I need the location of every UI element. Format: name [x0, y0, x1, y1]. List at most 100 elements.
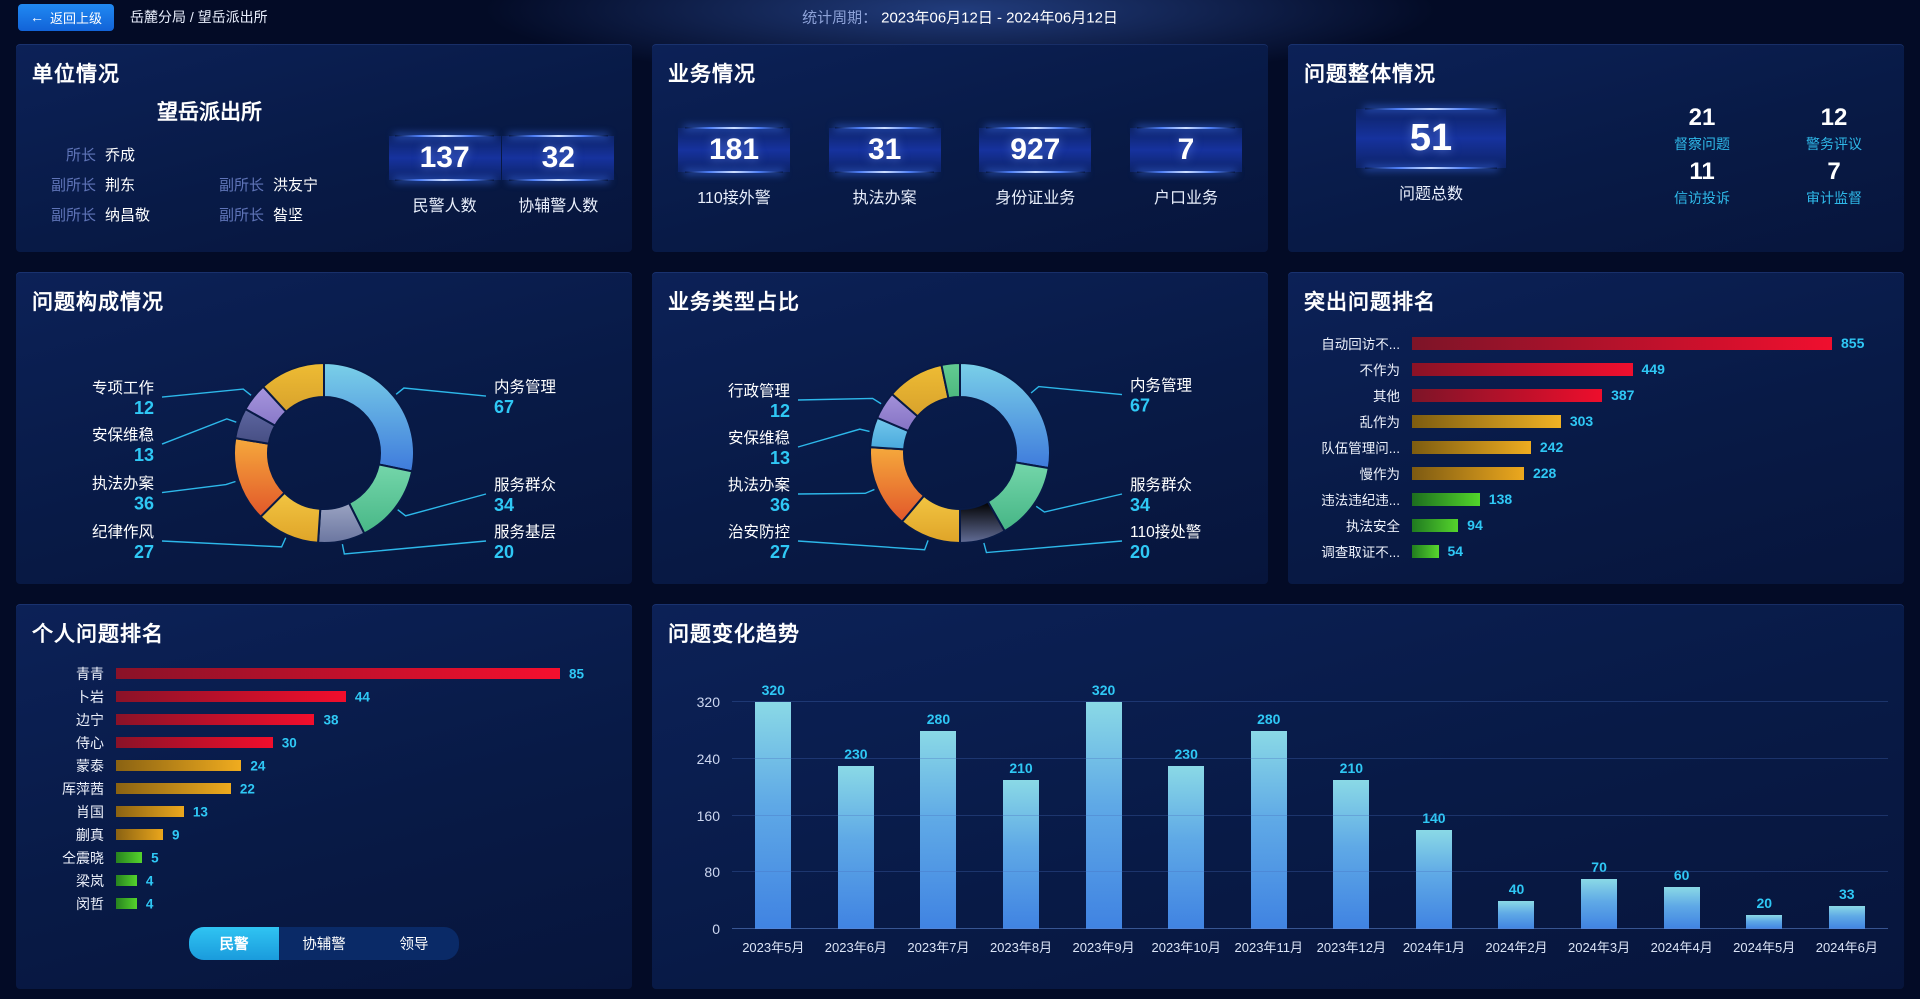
bar-category-label: 闵哲	[76, 895, 104, 912]
trend-column: 230	[815, 674, 898, 929]
pie-leader-line	[397, 493, 487, 517]
stat-law-cases: 31 执法办案	[828, 127, 941, 208]
pie-label-name: 安保维稳	[728, 429, 790, 447]
bar	[1412, 518, 1459, 532]
bar-row: 自动回访不... 855	[1304, 330, 1888, 356]
panel-problem-trend: 问题变化趋势 320 230 280 210 320 230 280 210 140 40 70 60…	[652, 604, 1904, 989]
pie-label-value: 12	[134, 398, 154, 418]
stat-value: 21	[1688, 104, 1716, 131]
gridline	[732, 701, 1888, 703]
bar-category-label: 边宁	[76, 711, 104, 728]
trend-x-axis: 2023年5月 2023年6月 2023年7月 2023年8月 2023年9月 2023年…	[732, 937, 1888, 956]
bar-value-label: 70	[1591, 859, 1607, 876]
leader-list: 所长 乔成 副所长 荆东 副所长 洪友宁 副所长 纳昌敬 副所长 昝坚	[32, 144, 387, 225]
leader-item: 副所长 纳昌敬	[38, 204, 206, 225]
x-axis-tick-label: 2024年3月	[1567, 940, 1631, 955]
pie-label-name: 安保维稳	[92, 426, 154, 444]
bar	[1581, 879, 1618, 929]
leader-role: 副所长	[218, 207, 264, 224]
bar	[116, 760, 242, 771]
pie-label-value: 36	[134, 494, 154, 514]
panel-personal-ranking: 个人问题排名 青青 85 卜岩 44 边宁 38 侍心 30 蒙泰 24 厍萍茜 22 肖国 13 蒯真 9 仝…	[16, 604, 632, 989]
bar-category-label: 执法安全	[1346, 519, 1400, 534]
bar-row: 蒙泰 24	[32, 754, 616, 777]
bar-category-label: 肖国	[76, 803, 104, 820]
bar-category-label: 侍心	[76, 734, 104, 751]
stat-110-alarms: 181 110接外警	[678, 127, 790, 208]
pie-label-value: 67	[494, 397, 514, 417]
pie-label-name: 专项工作	[92, 379, 154, 397]
pie-leader-line	[797, 488, 875, 495]
bar-row: 队伍管理问... 242	[1304, 434, 1888, 460]
bar-category-label: 慢作为	[1359, 467, 1401, 482]
pie-label-value: 20	[494, 542, 514, 562]
pie-label-value: 20	[1130, 542, 1150, 562]
breadcrumb[interactable]: 岳麓分局 / 望岳派出所	[130, 9, 268, 25]
trend-column: 210	[1310, 674, 1393, 929]
stat-label: 信访投诉	[1674, 190, 1730, 206]
bar	[1412, 440, 1531, 454]
bar-value-label: 44	[354, 689, 370, 704]
bar	[1412, 388, 1603, 402]
problem-trend-chart: 320 230 280 210 320 230 280 210 140 40 70 60 20 33 0 8…	[668, 674, 1888, 956]
pie-label-name: 纪律作风	[92, 523, 155, 541]
panel-problem-overview: 问题整体情况 51 问题总数 21 督察问题 12 警务评议 11 信访投诉	[1288, 44, 1904, 252]
pie-leader-line	[797, 540, 929, 551]
stat-label: 审计监督	[1806, 190, 1862, 206]
bar-value-label: 320	[1091, 682, 1116, 699]
bar-value-label: 9	[172, 827, 180, 842]
trend-column: 320	[732, 674, 815, 929]
panel-business: 业务情况 181 110接外警 31 执法办案 927 身份证业务 7 户口业务	[652, 44, 1268, 252]
bar-category-label: 队伍管理问...	[1321, 441, 1400, 456]
panel-title: 业务情况	[668, 63, 756, 86]
bar-value-label: 387	[1611, 387, 1635, 403]
bar	[116, 806, 184, 817]
pie-leader-line	[797, 397, 882, 405]
back-button[interactable]: ← 返回上级	[18, 3, 115, 31]
pie-label-value: 34	[1130, 495, 1150, 515]
stat-label: 身份证业务	[995, 190, 1076, 207]
bar-value-label: 210	[1009, 760, 1033, 777]
trend-column: 280	[1227, 674, 1310, 929]
trend-column: 320	[1062, 674, 1145, 929]
stat-label: 执法办案	[852, 190, 917, 207]
x-axis-tick-label: 2024年1月	[1402, 940, 1465, 955]
gridline	[732, 758, 1888, 759]
gridline	[732, 928, 1888, 929]
bar	[1663, 886, 1700, 929]
leader-name: 乔成	[105, 147, 136, 164]
bar	[1498, 900, 1535, 929]
bar	[116, 737, 273, 748]
pie-label-name: 内务管理	[494, 378, 556, 396]
stat-label: 警务评议	[1806, 136, 1862, 152]
leader-name: 荆东	[105, 177, 136, 194]
pie-label-value: 27	[134, 542, 154, 562]
x-axis-tick-label: 2024年2月	[1485, 940, 1548, 955]
bar-value-label: 280	[1257, 710, 1281, 727]
tab-xiefujing[interactable]: 协辅警	[302, 937, 346, 953]
bar	[1003, 780, 1040, 929]
x-axis-tick-label: 2024年5月	[1733, 940, 1796, 955]
x-axis-tick-label: 2024年4月	[1650, 940, 1713, 955]
x-axis-tick-label: 2023年7月	[907, 940, 970, 955]
stat-value: 32	[541, 141, 575, 174]
bar-row: 不作为 449	[1304, 356, 1888, 382]
bar-category-label: 蒙泰	[76, 757, 104, 774]
bar-value-label: 38	[323, 712, 339, 727]
bar	[1250, 730, 1287, 929]
trend-plot-area: 320 230 280 210 320 230 280 210 140 40 70 60 20 33 0 8…	[697, 674, 1888, 937]
bar-row: 违法违纪违... 138	[1304, 486, 1888, 512]
bar-value-label: 33	[1839, 885, 1855, 902]
tab-lingdao[interactable]: 领导	[399, 937, 429, 953]
bar-row: 边宁 38	[32, 708, 616, 731]
bar	[116, 691, 346, 702]
x-axis-tick-label: 2024年6月	[1815, 940, 1878, 955]
trend-column: 60	[1640, 674, 1723, 929]
bar-category-label: 不作为	[1359, 363, 1401, 378]
bar-row: 卜岩 44	[32, 685, 616, 708]
pie-slice	[261, 361, 325, 414]
station-name: 望岳派出所	[157, 101, 262, 124]
tab-minjing[interactable]: 民警	[189, 927, 279, 960]
bar	[1412, 466, 1524, 480]
bar-value-label: 449	[1641, 361, 1665, 377]
